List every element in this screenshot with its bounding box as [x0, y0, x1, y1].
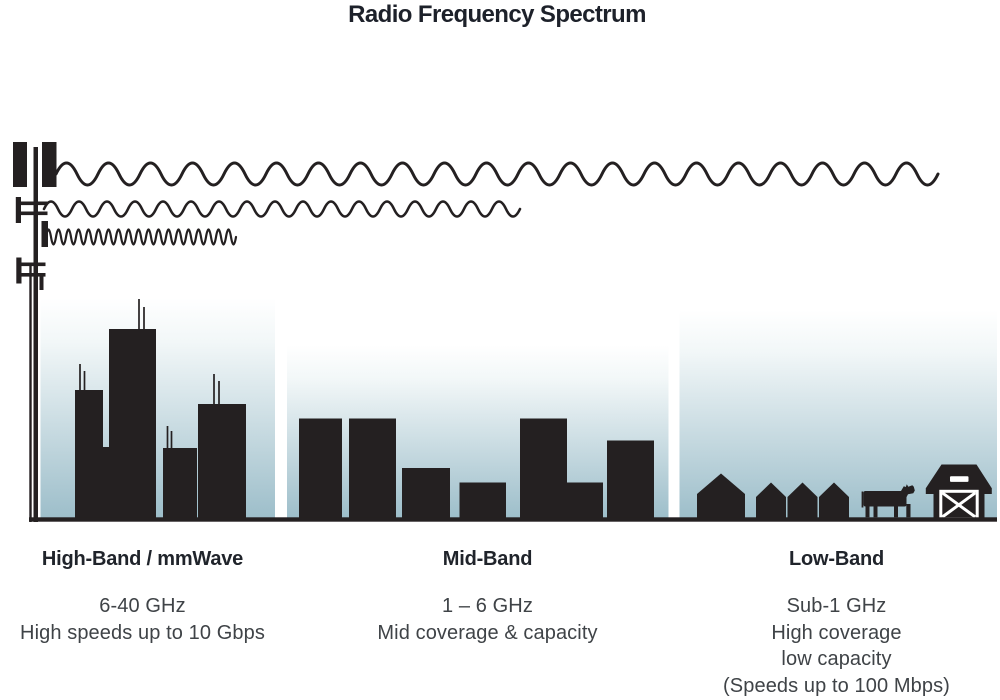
page-title: Radio Frequency Spectrum [348, 1, 646, 28]
band-detail: (Speeds up to 100 Mbps) [723, 674, 950, 697]
band-frequency: 1 – 6 GHz [442, 595, 533, 617]
high-band-label: High-Band / mmWave 6-40 GHz High speeds … [15, 548, 270, 646]
mid-band-label: Mid-Band 1 – 6 GHz Mid coverage & capaci… [355, 548, 620, 646]
band-frequency: 6-40 GHz [99, 595, 186, 617]
rooftop-antennas [79, 299, 220, 450]
long-wave-icon [54, 161, 940, 187]
short-wave-icon [44, 228, 238, 246]
low-band-label: Low-Band Sub-1 GHz High coverage low cap… [703, 548, 970, 699]
city-skyline-high-band [75, 299, 246, 520]
town-buildings-mid-band [299, 418, 654, 520]
band-detail: High speeds up to 10 Gbps [20, 621, 265, 644]
medium-wave-icon [42, 200, 522, 218]
house-icon [819, 482, 849, 520]
barn-icon [925, 464, 992, 521]
cow-icon [861, 484, 915, 518]
band-name: Mid-Band [442, 548, 533, 570]
rural-scene-low-band [697, 464, 992, 521]
band-frequency: Sub-1 GHz [786, 595, 887, 617]
band-name: High-Band / mmWave [41, 548, 244, 570]
house-icon [756, 482, 786, 520]
cell-tower-icon [13, 142, 57, 522]
ground-line [29, 517, 997, 522]
band-name: Low-Band [788, 548, 885, 570]
spectrum-illustration [13, 142, 997, 522]
band-detail: High coverage [771, 621, 902, 644]
radio-waves [42, 161, 940, 246]
band-detail: Mid coverage & capacity [377, 621, 598, 644]
band-detail: low capacity [781, 648, 892, 670]
house-icon [787, 482, 818, 520]
house-icon [697, 473, 745, 520]
